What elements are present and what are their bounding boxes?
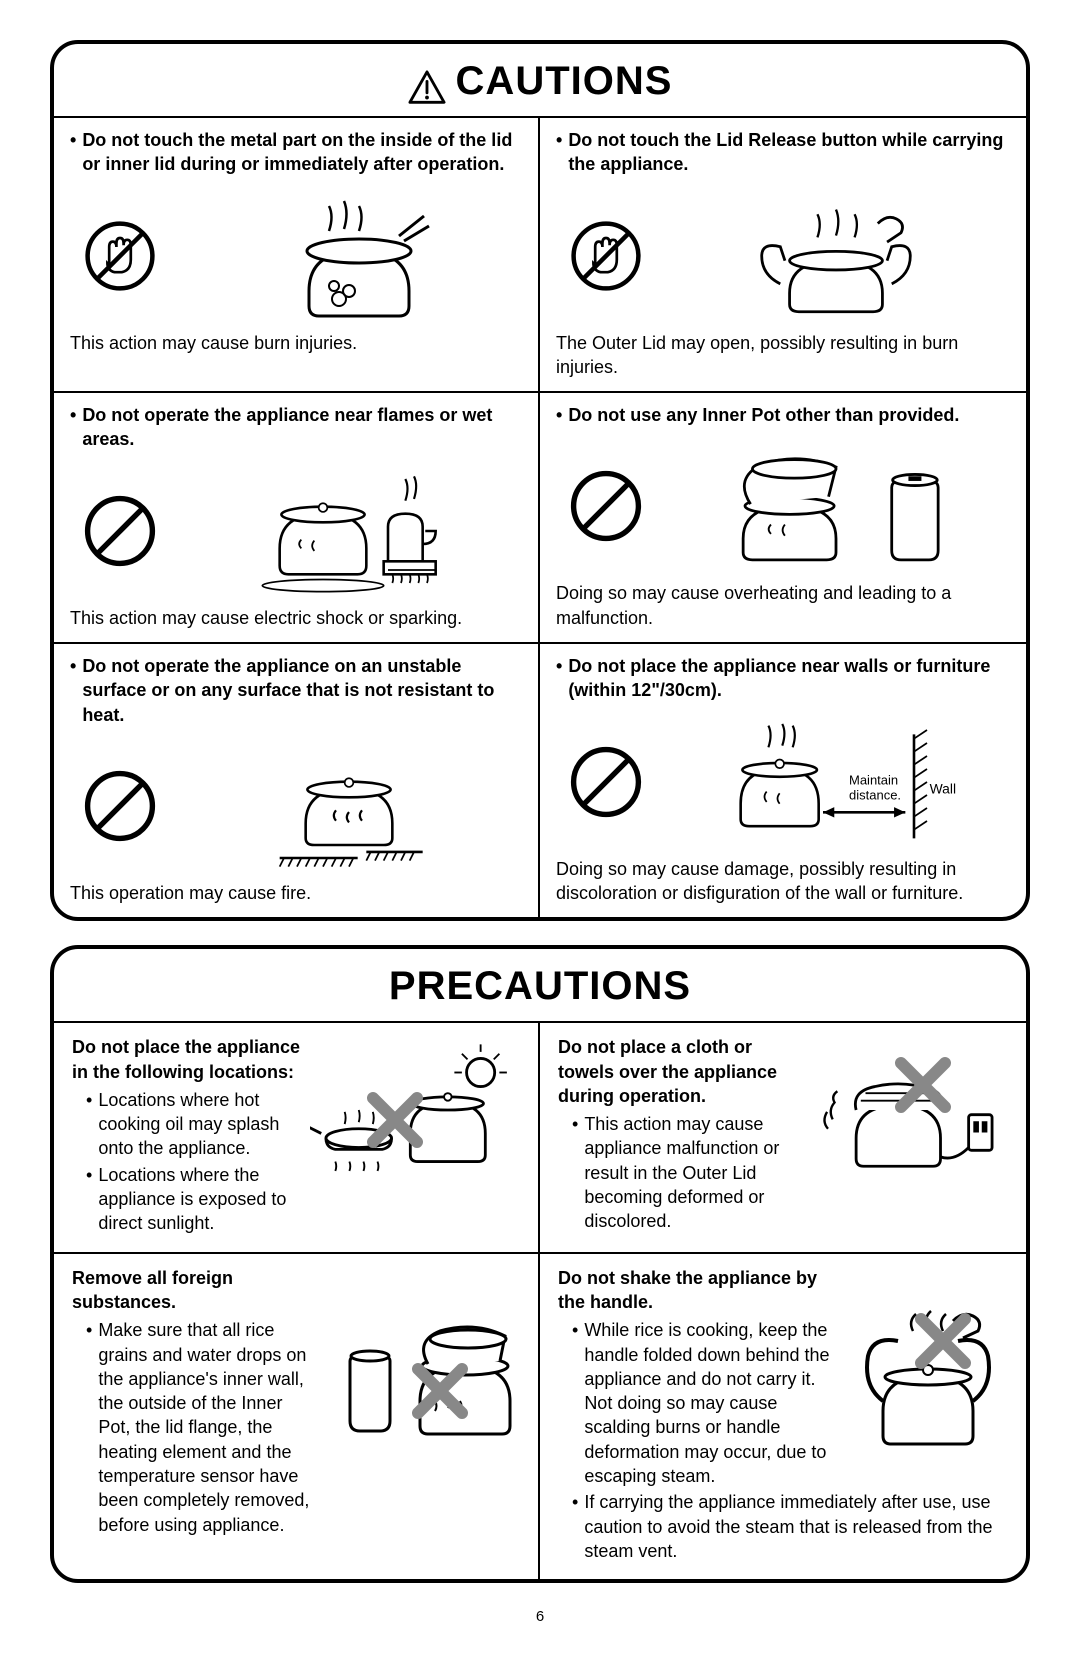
illustration: [176, 191, 522, 321]
illustration: [320, 1306, 520, 1446]
illustration: [838, 1286, 1008, 1456]
illustration: Maintaindistance. Wall: [662, 717, 1010, 847]
illustration: [798, 1035, 1008, 1185]
x-mark-icon: [913, 1311, 973, 1371]
caution-heading: Do not use any Inner Pot other than prov…: [568, 403, 1010, 427]
precaution-heading: Do not place the appliance in the follow…: [72, 1035, 304, 1084]
prohibit-icon: [84, 770, 156, 842]
x-mark-icon: [365, 1090, 425, 1150]
precaution-heading: Do not place a cloth or towels over the …: [558, 1035, 792, 1108]
caution-cell-0: •Do not touch the metal part on the insi…: [54, 116, 540, 391]
caution-caption: The Outer Lid may open, possibly resulti…: [556, 331, 1010, 380]
no-touch-icon: [570, 220, 642, 292]
caution-caption: Doing so may cause damage, possibly resu…: [556, 857, 1010, 906]
page-number: 6: [50, 1607, 1030, 1627]
caution-heading: Do not touch the metal part on the insid…: [82, 128, 522, 177]
cautions-panel: CAUTIONS •Do not touch the metal part on…: [50, 40, 1030, 921]
caution-caption: This action may cause electric shock or …: [70, 606, 522, 630]
x-mark-icon: [410, 1361, 470, 1421]
wall-label: Wall: [930, 780, 956, 796]
illustration: [176, 466, 522, 596]
caution-caption: This action may cause burn injuries.: [70, 331, 522, 355]
precaution-bullet: Locations where hot cooking oil may spla…: [98, 1088, 304, 1161]
illustration: [662, 191, 1010, 321]
prohibit-icon: [570, 746, 642, 818]
illustration: [310, 1035, 520, 1185]
illustration: [662, 441, 1010, 571]
no-touch-icon: [84, 220, 156, 292]
caution-cell-3: •Do not use any Inner Pot other than pro…: [540, 391, 1026, 642]
precautions-panel: PRECAUTIONS Do not place the appliance i…: [50, 945, 1030, 1583]
cautions-grid: •Do not touch the metal part on the insi…: [54, 116, 1026, 917]
cautions-title: CAUTIONS: [456, 54, 673, 108]
precaution-cell-0: Do not place the appliance in the follow…: [54, 1021, 540, 1251]
caution-heading: Do not operate the appliance on an unsta…: [82, 654, 522, 727]
prohibit-icon: [570, 470, 642, 542]
caution-heading: Do not operate the appliance near flames…: [82, 403, 522, 452]
precautions-title: PRECAUTIONS: [54, 949, 1026, 1021]
precautions-grid: Do not place the appliance in the follow…: [54, 1021, 1026, 1579]
svg-text:distance.: distance.: [849, 787, 901, 802]
precaution-bullet: Locations where the appliance is exposed…: [98, 1163, 304, 1236]
precaution-cell-2: Remove all foreign substances. •Make sur…: [54, 1252, 540, 1580]
precaution-heading: Remove all foreign substances.: [72, 1266, 314, 1315]
prohibit-icon: [84, 495, 156, 567]
precaution-bullet: Make sure that all rice grains and water…: [98, 1318, 314, 1537]
precaution-cell-1: Do not place a cloth or towels over the …: [540, 1021, 1026, 1251]
precaution-bullet: If carrying the appliance immediately af…: [584, 1490, 1008, 1563]
caution-caption: Doing so may cause overheating and leadi…: [556, 581, 1010, 630]
precaution-bullet: This action may cause appliance malfunct…: [584, 1112, 792, 1233]
precaution-heading: Do not shake the appliance by the handle…: [558, 1266, 832, 1315]
caution-heading: Do not place the appliance near walls or…: [568, 654, 1010, 703]
x-mark-icon: [893, 1055, 953, 1115]
precaution-cell-3: Do not shake the appliance by the handle…: [540, 1252, 1026, 1580]
warning-triangle-icon: [408, 64, 446, 98]
cautions-title-row: CAUTIONS: [54, 44, 1026, 116]
caution-heading: Do not touch the Lid Release button whil…: [568, 128, 1010, 177]
caution-cell-4: •Do not operate the appliance on an unst…: [54, 642, 540, 917]
caution-caption: This operation may cause fire.: [70, 881, 522, 905]
illustration: [176, 741, 522, 871]
caution-cell-2: •Do not operate the appliance near flame…: [54, 391, 540, 642]
caution-cell-1: •Do not touch the Lid Release button whi…: [540, 116, 1026, 391]
precaution-bullet: While rice is cooking, keep the handle f…: [584, 1318, 832, 1488]
caution-cell-5: •Do not place the appliance near walls o…: [540, 642, 1026, 917]
maintain-label: Maintain: [849, 772, 898, 787]
